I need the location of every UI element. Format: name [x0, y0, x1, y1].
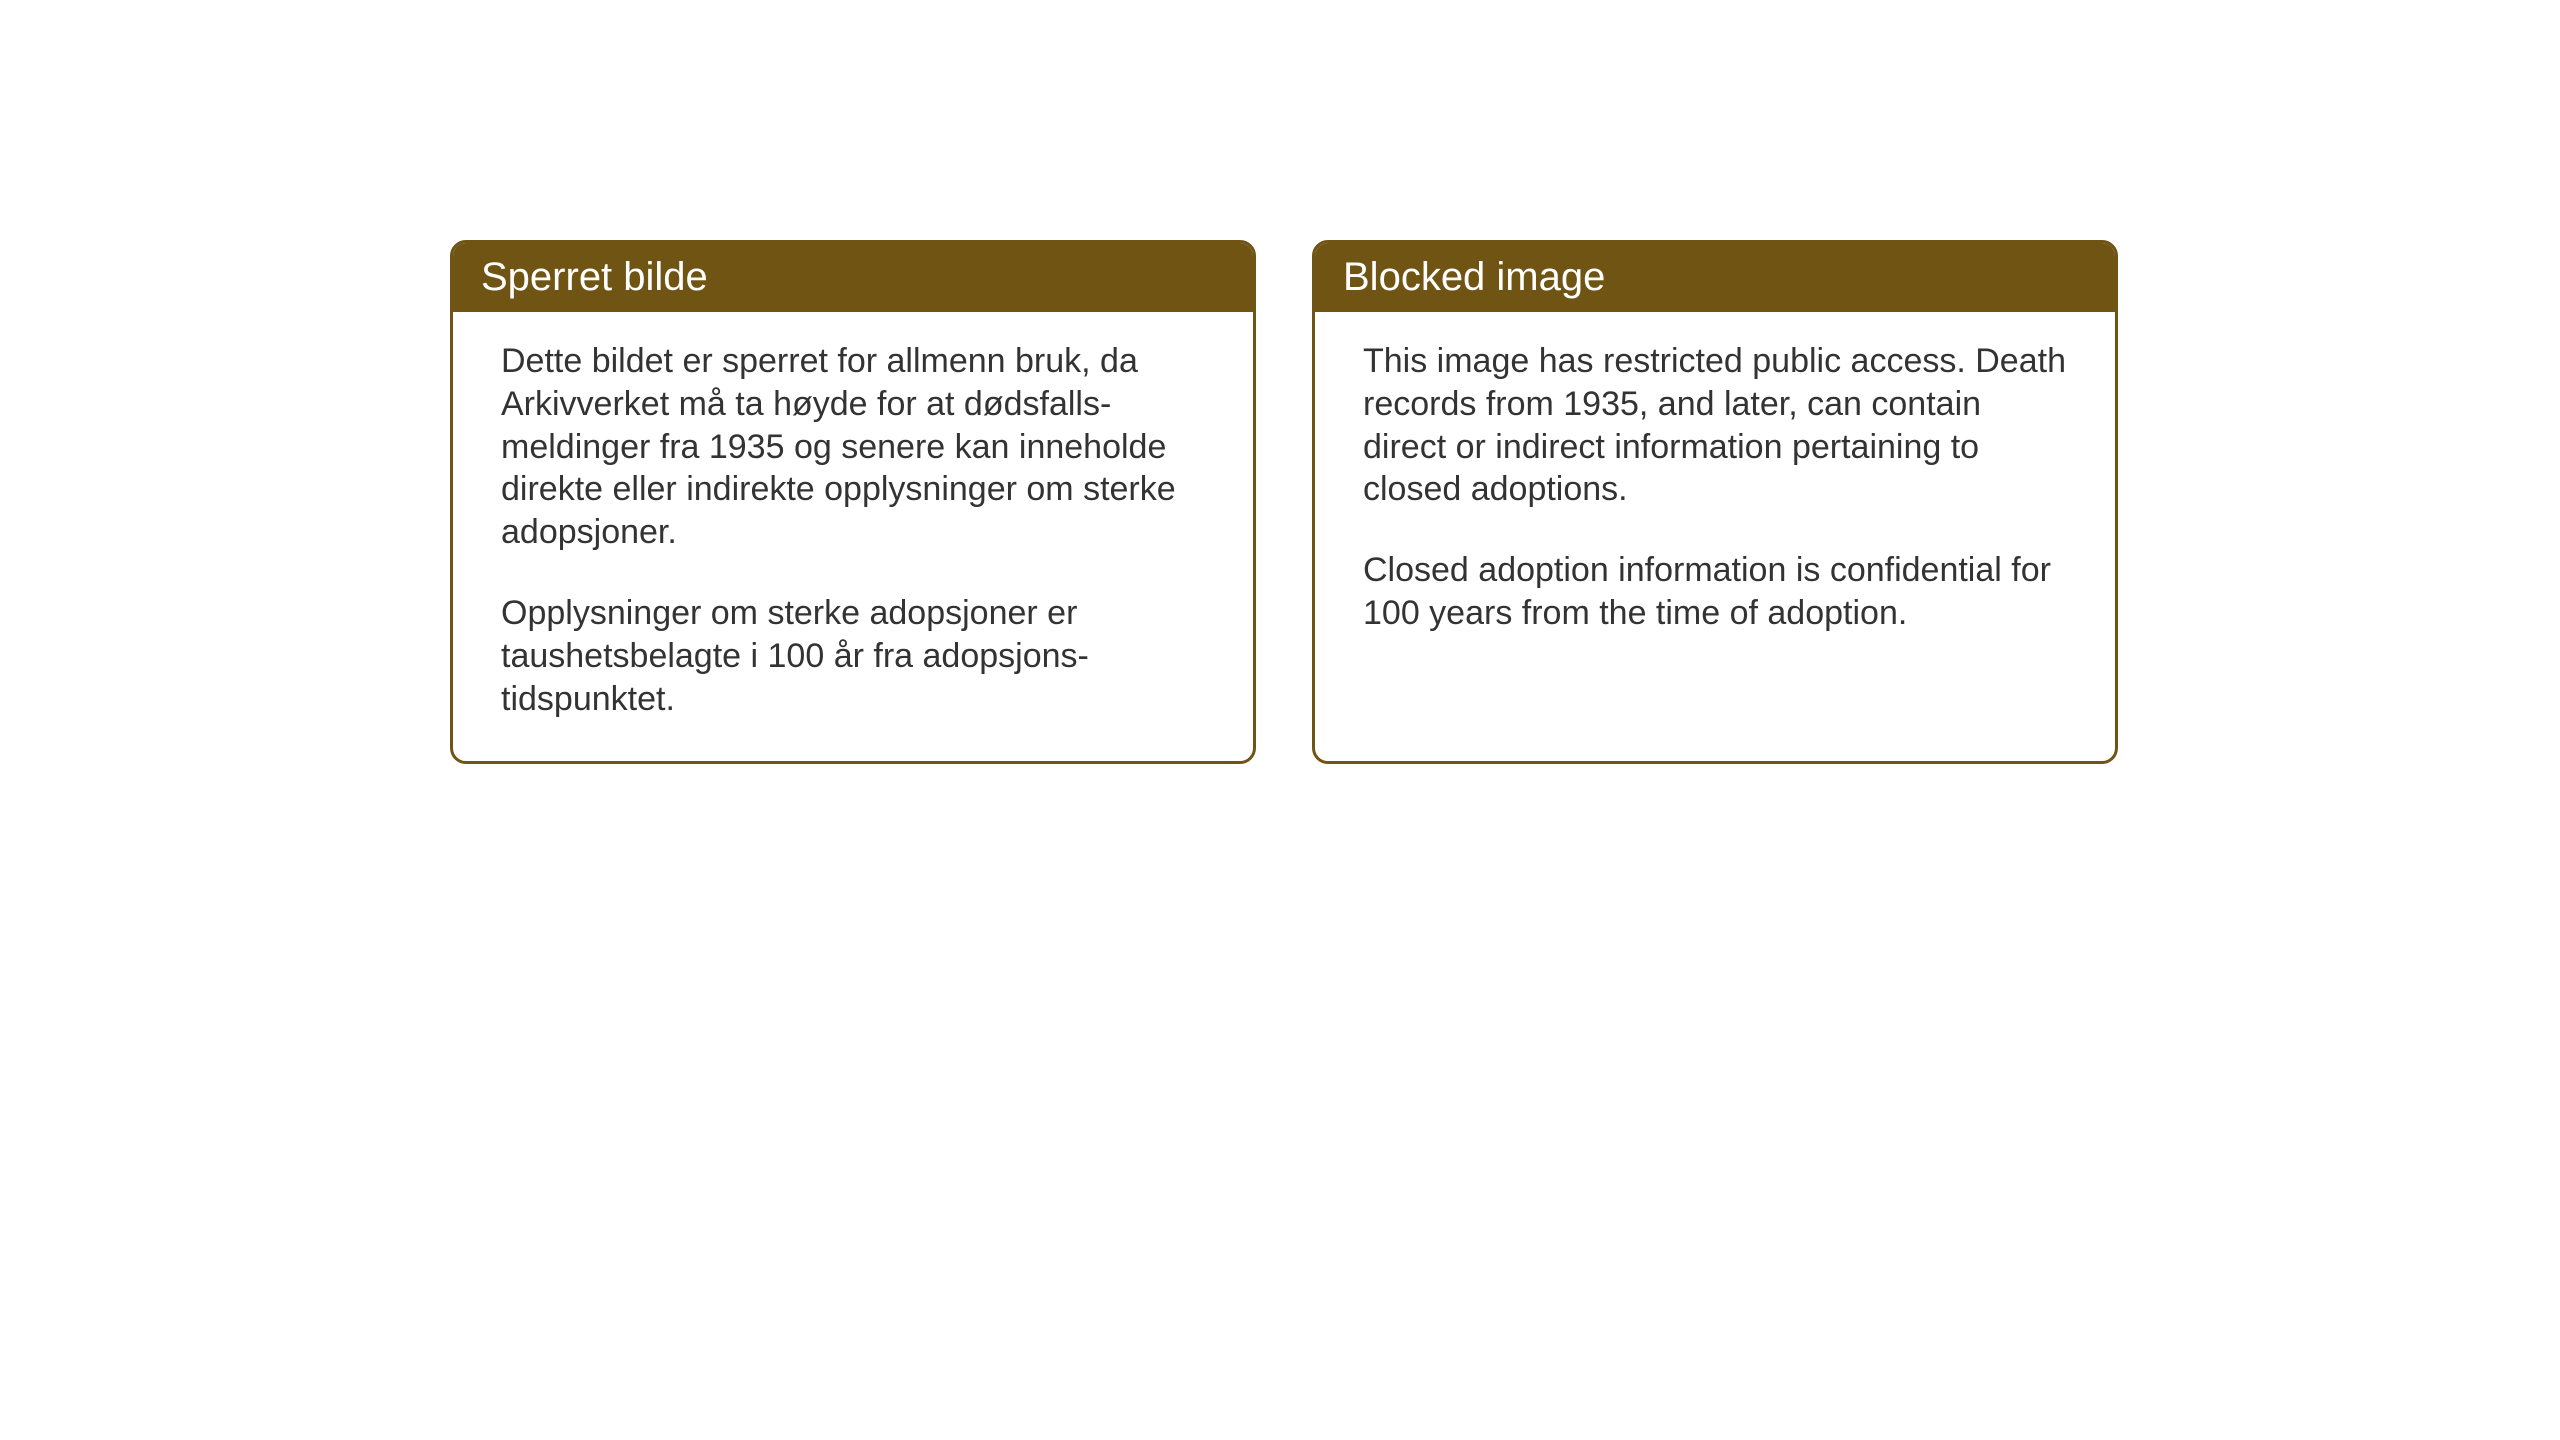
notice-paragraph-2-en: Closed adoption information is confident…	[1363, 549, 2067, 635]
notice-box-norwegian: Sperret bilde Dette bildet er sperret fo…	[450, 240, 1256, 764]
notice-container: Sperret bilde Dette bildet er sperret fo…	[450, 240, 2560, 764]
notice-paragraph-1-no: Dette bildet er sperret for allmenn bruk…	[501, 340, 1205, 554]
notice-body-norwegian: Dette bildet er sperret for allmenn bruk…	[453, 312, 1253, 761]
notice-paragraph-1-en: This image has restricted public access.…	[1363, 340, 2067, 511]
notice-paragraph-2-no: Opplysninger om sterke adopsjoner er tau…	[501, 592, 1205, 720]
notice-body-english: This image has restricted public access.…	[1315, 312, 2115, 675]
notice-header-english: Blocked image	[1315, 243, 2115, 312]
notice-box-english: Blocked image This image has restricted …	[1312, 240, 2118, 764]
notice-header-norwegian: Sperret bilde	[453, 243, 1253, 312]
